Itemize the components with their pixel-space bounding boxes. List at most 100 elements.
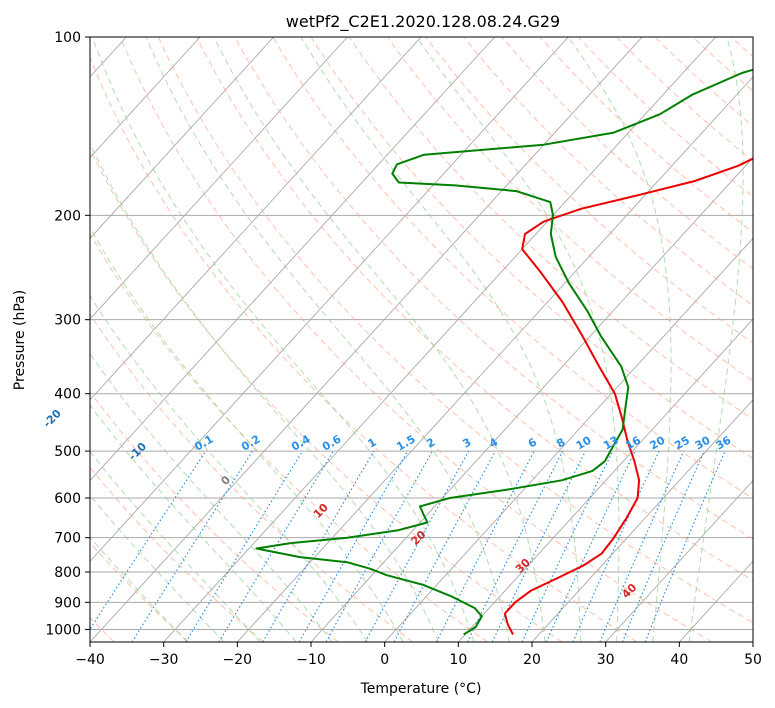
moist-adiabat-line bbox=[300, 37, 582, 642]
mixing-ratio-label: 1.5 bbox=[394, 433, 417, 454]
isotherm-line bbox=[90, 37, 201, 159]
isotherm-line bbox=[384, 237, 753, 642]
mixing-ratio-label: 2 bbox=[424, 436, 437, 451]
isotherm-line bbox=[531, 399, 753, 642]
mixing-ratio-line bbox=[599, 450, 685, 642]
mixing-ratio-line bbox=[521, 450, 614, 642]
dewpoint-profile-line bbox=[255, 68, 753, 636]
moist-adiabat-line bbox=[90, 352, 333, 642]
dry-adiabat-line bbox=[616, 37, 753, 162]
mixing-ratio-line bbox=[185, 450, 304, 642]
isotherm-line bbox=[90, 37, 348, 320]
x-tick-label: 40 bbox=[670, 652, 688, 668]
x-tick-label: 30 bbox=[597, 652, 615, 668]
dry-adiabat-line bbox=[157, 37, 753, 624]
mixing-ratio-line bbox=[262, 450, 375, 642]
series-lines bbox=[255, 68, 753, 636]
moist-adiabat-line bbox=[90, 450, 261, 642]
dry-adiabat-line bbox=[310, 37, 753, 460]
mixing-ratio-line bbox=[393, 450, 496, 642]
x-tick-label: −20 bbox=[223, 652, 253, 668]
mixing-ratio-line bbox=[90, 450, 207, 631]
dry-adiabat-line bbox=[272, 37, 753, 499]
mixing-ratio-label: 0.1 bbox=[192, 433, 215, 454]
mixing-ratio-line bbox=[621, 450, 705, 642]
y-axis-label: Pressure (hPa) bbox=[12, 290, 28, 390]
x-tick-label: 0 bbox=[380, 652, 389, 668]
mixing-ratio-label: 0.6 bbox=[320, 432, 344, 453]
y-tick-label: 1000 bbox=[45, 622, 81, 638]
moist-adiabat-line bbox=[416, 37, 620, 642]
x-tick-label: −30 bbox=[149, 652, 179, 668]
dry-adiabat-line bbox=[90, 542, 190, 642]
moist-adiabat-line bbox=[90, 294, 369, 642]
dry-adiabat-line bbox=[90, 56, 638, 642]
y-tick-label: 700 bbox=[54, 531, 81, 547]
dry-adiabat-line bbox=[234, 37, 753, 540]
isotherm-line bbox=[90, 37, 496, 482]
dry-adiabat-label: 30 bbox=[513, 556, 533, 576]
mixing-ratio-label: 10 bbox=[574, 433, 594, 452]
isotherm-line bbox=[90, 37, 422, 401]
mixing-ratio-line bbox=[218, 450, 334, 642]
mixing-ratio-line bbox=[644, 450, 726, 642]
background-lines bbox=[90, 37, 753, 642]
dry-adiabat-line bbox=[119, 37, 712, 642]
moist-adiabat-line bbox=[90, 404, 297, 642]
x-axis-label: Temperature (°C) bbox=[360, 681, 482, 697]
y-tick-label: 500 bbox=[54, 444, 81, 460]
dry-adiabat-line bbox=[654, 37, 753, 127]
dry-adiabat-line bbox=[196, 37, 753, 581]
x-tick-label: −10 bbox=[296, 652, 326, 668]
mixing-ratio-line bbox=[131, 450, 254, 642]
y-tick-label: 900 bbox=[54, 595, 81, 611]
isotherm-line bbox=[163, 37, 717, 642]
mixing-ratio-label: 20 bbox=[648, 433, 668, 452]
dry-adiabat-label: 40 bbox=[619, 581, 639, 601]
mixing-ratio-line bbox=[325, 450, 433, 642]
dry-adiabat-line bbox=[90, 390, 339, 642]
x-tick-label: 50 bbox=[744, 652, 762, 668]
y-tick-label: 200 bbox=[54, 208, 81, 224]
dry-adiabat-line bbox=[90, 148, 563, 642]
moist-adiabat-line bbox=[688, 37, 744, 642]
y-tick-label: 600 bbox=[54, 491, 81, 507]
temperature-profile-line bbox=[503, 157, 753, 635]
mixing-ratio-label: 4 bbox=[487, 435, 500, 450]
y-tick-label: 300 bbox=[54, 313, 81, 329]
dry-adiabat-line bbox=[387, 37, 753, 382]
y-tick-label: 400 bbox=[54, 387, 81, 403]
plot-frame bbox=[89, 36, 754, 643]
dry-adiabat-label: -10 bbox=[126, 440, 149, 463]
mixing-ratio-line bbox=[364, 450, 470, 642]
mixing-ratio-label: 25 bbox=[672, 434, 692, 453]
isotherm-line bbox=[90, 37, 569, 562]
dry-adiabat-line bbox=[425, 37, 753, 344]
mixing-ratio-line bbox=[572, 450, 660, 642]
y-tick-label: 100 bbox=[54, 30, 81, 46]
dry-adiabat-label: -20 bbox=[41, 407, 64, 430]
isotherm-line bbox=[90, 37, 275, 240]
dry-adiabat-line bbox=[90, 233, 488, 642]
moist-adiabat-line bbox=[91, 37, 475, 642]
isotherm-line bbox=[752, 641, 753, 642]
isotherm-line bbox=[457, 318, 753, 642]
isotherm-line bbox=[605, 479, 753, 642]
moist-adiabat-line bbox=[145, 37, 510, 642]
y-tick-label: 800 bbox=[54, 565, 81, 581]
mixing-ratio-label: 3 bbox=[460, 436, 473, 451]
moist-adiabat-line bbox=[213, 37, 546, 642]
isotherm-line bbox=[678, 560, 753, 642]
moist-adiabat-line bbox=[90, 226, 404, 642]
mixing-ratio-label: 30 bbox=[693, 433, 713, 452]
isotherm-line bbox=[90, 37, 643, 642]
isotherm-line bbox=[236, 76, 753, 642]
moist-adiabat-line bbox=[567, 37, 672, 642]
mixing-ratio-line bbox=[467, 450, 564, 642]
isotherm-line bbox=[310, 156, 753, 642]
dry-adiabat-line bbox=[90, 466, 264, 642]
mixing-ratio-label: 6 bbox=[526, 435, 539, 450]
moist-adiabat-line bbox=[90, 142, 439, 642]
